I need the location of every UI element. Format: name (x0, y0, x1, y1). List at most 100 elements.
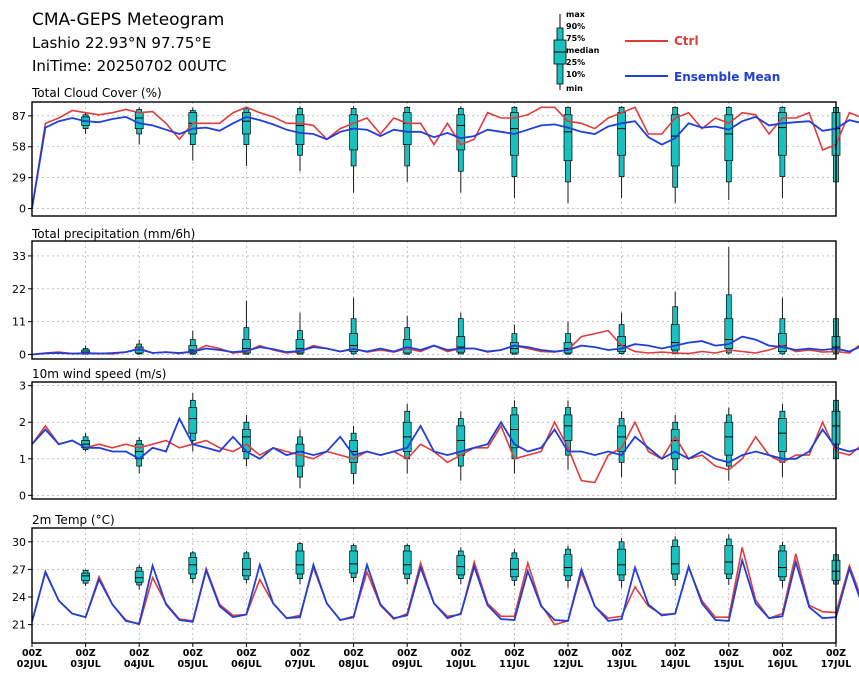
ensemble-box (617, 411, 626, 478)
box-inner-range (402, 550, 412, 575)
ensemble-box (778, 106, 787, 198)
x-tick-date: 05JUL (178, 659, 209, 670)
x-tick-time: 00Z (504, 648, 524, 659)
x-tick-time: 00Z (344, 648, 364, 659)
ensemble-box (295, 541, 305, 585)
ensemble-box (456, 312, 466, 355)
y-tick-label: 0 (19, 203, 26, 216)
box-inner-range (670, 546, 680, 575)
x-tick-time: 00Z (183, 648, 203, 659)
box-inner-range (188, 407, 198, 434)
legend-box-label: 75% (566, 34, 585, 43)
panel-4: 2m Temp (°C) 21 24 27 30 (12, 513, 859, 644)
box-inner-range (724, 421, 734, 456)
ensemble-box (242, 414, 251, 467)
box-inner-range (510, 342, 519, 354)
ensemble-mean-line (31, 416, 859, 464)
x-tick-date: 07JUL (285, 659, 316, 670)
x-tick-date: 10JUL (446, 659, 477, 670)
panel-frame (31, 240, 837, 360)
box-inner-range (295, 550, 305, 575)
ensemble-box (456, 411, 466, 481)
ensemble-box (724, 407, 734, 481)
x-tick-time: 00Z (129, 648, 149, 659)
x-tick-date: 02JUL (17, 659, 48, 670)
ensemble-box (402, 543, 412, 585)
x-tick-date: 12JUL (553, 659, 584, 670)
box-inner-range (563, 414, 573, 441)
x-tick-date: 03JUL (70, 659, 101, 670)
ensemble-box (188, 392, 198, 452)
ensemble-box (778, 541, 787, 588)
ensemble-mean-line (31, 115, 859, 209)
box-inner-range (349, 550, 358, 574)
box-inner-range (778, 112, 787, 156)
legend-ctrl-label: Ctrl (674, 34, 699, 48)
box-inner-range (724, 545, 734, 575)
chart-title: CMA-GEPS Meteogram (32, 10, 224, 30)
panel-title: 10m wind speed (m/s) (32, 367, 166, 381)
ensemble-box (670, 536, 680, 586)
box-inner-range (670, 324, 680, 351)
box-inner-range (349, 333, 358, 352)
header: CMA-GEPS Meteogram Lashio 22.93°N 97.75°… (32, 10, 227, 75)
box-inner-range (456, 114, 466, 151)
ensemble-box (349, 106, 358, 193)
ensemble-box (242, 300, 251, 355)
ensemble-box (510, 549, 519, 586)
box-inner-range (81, 572, 90, 581)
x-tick-date: 16JUL (767, 659, 798, 670)
ensemble-box (617, 538, 626, 588)
x-tick-date: 17JUL (821, 659, 852, 670)
ensemble-box (670, 414, 680, 485)
x-tick-date: 11JUL (499, 659, 530, 670)
ensemble-box (724, 246, 734, 355)
box-inner-range (724, 114, 734, 161)
x-tick-date: 04JUL (124, 659, 155, 670)
panel-3: 10m wind speed (m/s) 0 1 2 3 (19, 367, 859, 502)
ensemble-box (134, 564, 144, 590)
panel-frame (31, 381, 837, 500)
ensemble-mean-line (31, 556, 859, 625)
box-inner-range (510, 558, 519, 578)
ensemble-box (563, 545, 573, 588)
box-inner-range (295, 339, 305, 354)
x-tick-date: 14JUL (660, 659, 691, 670)
box-inner-range (295, 114, 305, 145)
box-inner-range (563, 554, 573, 577)
box-inner-range (242, 339, 251, 354)
box-inner-range (617, 112, 626, 156)
ensemble-box (295, 312, 305, 355)
box-inner-range (134, 112, 144, 129)
panel-title: 2m Temp (°C) (32, 513, 115, 527)
ensemble-box (134, 436, 144, 474)
y-tick-label: 0 (19, 349, 26, 362)
box-inner-range (510, 414, 519, 449)
panel-frame (31, 527, 837, 644)
x-tick-time: 00Z (719, 648, 739, 659)
ensemble-box (563, 400, 573, 470)
ensemble-box (563, 106, 573, 204)
x-axis: 00Z02JUL00Z03JUL00Z04JUL00Z05JUL00Z06JUL… (17, 643, 852, 670)
legend-box-label: min (566, 84, 583, 93)
x-tick-time: 00Z (665, 648, 685, 659)
legend-box-label: 25% (566, 58, 585, 67)
panel-frame (31, 101, 837, 217)
y-tick-label: 30 (12, 536, 26, 549)
legend: max 90% 75% median 25% 10% min Ctrl Ensemble Mea… (553, 10, 780, 93)
box-inner-range (563, 114, 573, 161)
legend-box-label: 90% (566, 22, 585, 31)
y-tick-label: 87 (12, 110, 26, 123)
ctrl-series-line (31, 106, 859, 209)
ensemble-box (724, 534, 734, 586)
box-inner-range (242, 558, 251, 577)
y-tick-label: 0 (19, 489, 26, 502)
box-inner-range (349, 114, 358, 151)
box-inner-range (456, 336, 466, 353)
x-tick-time: 00Z (236, 648, 256, 659)
box-inner-range (778, 418, 787, 452)
panel-2: Total precipitation (mm/6h) 0 11 22 33 (12, 227, 859, 362)
x-tick-time: 00Z (76, 648, 96, 659)
y-tick-label: 2 (19, 416, 26, 429)
